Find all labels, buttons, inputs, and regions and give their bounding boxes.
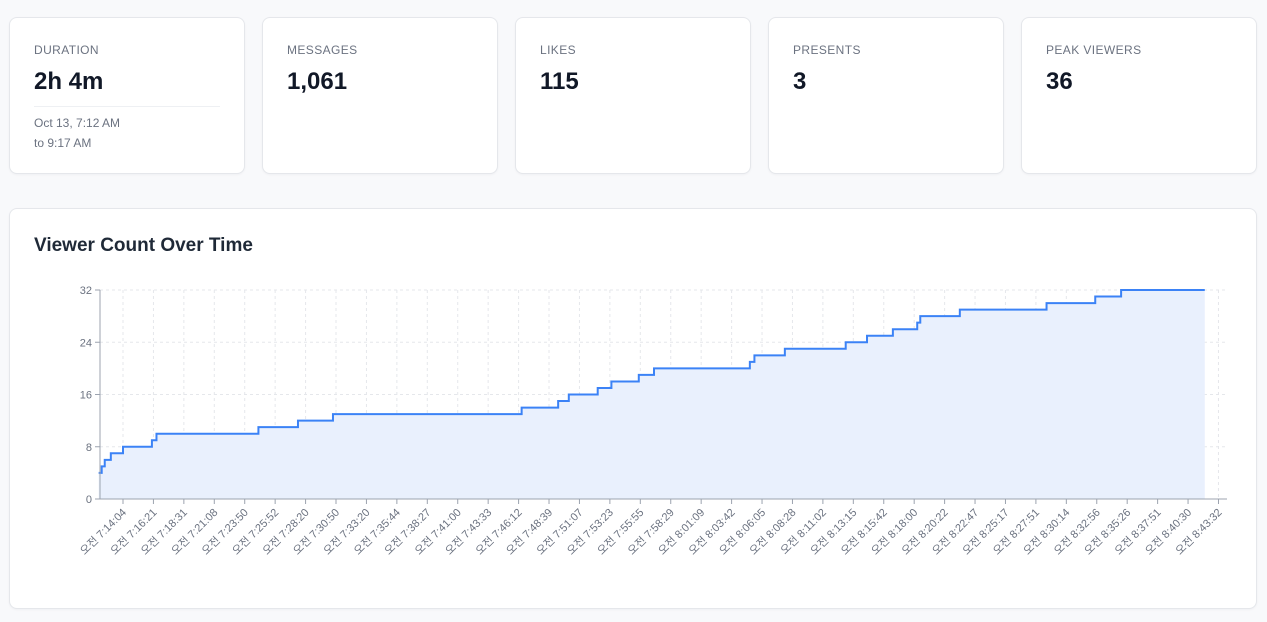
y-tick-label: 24: [80, 337, 92, 349]
viewer-chart-card: Viewer Count Over Time 0 8 16 24 32 오전 7:14:0…: [9, 208, 1257, 609]
stat-value: 3: [793, 68, 807, 95]
stat-label: PRESENTS: [793, 43, 861, 57]
stat-card-presents: PRESENTS 3: [768, 17, 1004, 174]
duration-start: Oct 13, 7:12 AM: [34, 116, 121, 130]
stat-label: PEAK VIEWERS: [1046, 43, 1142, 57]
stat-value: 36: [1046, 68, 1073, 95]
y-tick-label: 8: [86, 442, 92, 454]
stat-card-likes: LIKES 115: [515, 17, 751, 174]
stat-value: 1,061: [287, 68, 348, 95]
stat-card-duration: DURATION 2h 4m Oct 13, 7:12 AM to 9:17 A…: [9, 17, 245, 174]
stat-value: 115: [540, 68, 579, 95]
card-divider: [34, 106, 220, 107]
stat-card-messages: MESSAGES 1,061: [262, 17, 498, 174]
y-tick-label: 16: [80, 390, 92, 402]
stat-value: 2h 4m: [34, 68, 104, 95]
stat-card-peak-viewers: PEAK VIEWERS 36: [1021, 17, 1257, 174]
viewer-line: [98, 289, 1205, 474]
stat-label: DURATION: [34, 43, 99, 57]
duration-end: to 9:17 AM: [34, 136, 92, 150]
stat-label: LIKES: [540, 43, 577, 57]
chart-title: Viewer Count Over Time: [34, 235, 253, 256]
y-tick-label: 32: [80, 285, 92, 297]
series-layer: [98, 289, 1205, 499]
stat-label: MESSAGES: [287, 43, 358, 57]
viewer-area: [98, 290, 1205, 499]
y-tick-label: 0: [86, 494, 92, 506]
